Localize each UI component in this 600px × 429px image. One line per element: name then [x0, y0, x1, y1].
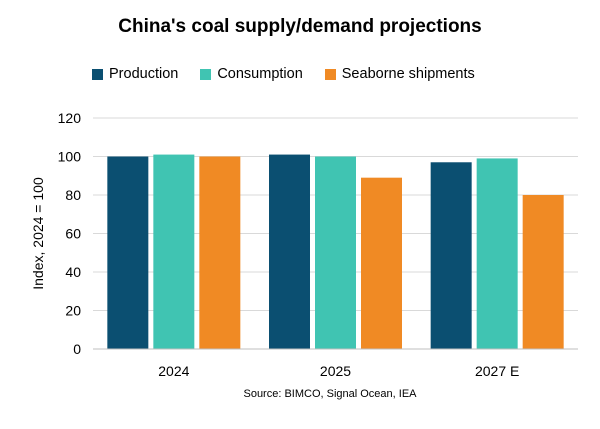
bar-seaborne-shipments-2024 — [199, 156, 241, 349]
x-axis-ticks: 2024 2025 2027 E — [158, 363, 519, 379]
y-tick-label: 20 — [65, 303, 81, 319]
x-tick-label: 2027 E — [475, 363, 519, 379]
legend-label-production: Production — [109, 66, 179, 82]
bar-seaborne-shipments-2027-E — [522, 195, 564, 349]
legend: Production Consumption Seaborne shipment… — [92, 66, 475, 82]
y-tick-label: 80 — [65, 187, 81, 203]
legend-swatch-production — [92, 68, 103, 80]
y-axis-ticks: 0 20 40 60 80 100 120 — [58, 110, 82, 357]
bar-consumption-2025 — [315, 156, 356, 349]
bar-consumption-2024 — [153, 154, 195, 349]
y-tick-label: 40 — [65, 264, 81, 280]
bar-production-2027-E — [430, 162, 472, 349]
x-tick-label: 2024 — [158, 363, 189, 379]
bars — [107, 154, 564, 349]
chart-title: China's coal supply/demand projections — [118, 16, 482, 37]
bar-production-2025 — [269, 154, 310, 349]
y-tick-label: 0 — [73, 341, 81, 357]
x-tick-label: 2025 — [320, 363, 351, 379]
legend-item-production: Production — [92, 66, 178, 82]
legend-item-consumption: Consumption — [200, 66, 303, 82]
legend-label-seaborne: Seaborne shipments — [341, 66, 475, 82]
legend-item-seaborne: Seaborne shipments — [324, 66, 475, 82]
legend-swatch-consumption — [200, 68, 212, 80]
legend-label-consumption: Consumption — [217, 66, 303, 82]
y-tick-label: 120 — [58, 110, 82, 126]
y-axis-label: Index, 2024 = 100 — [30, 177, 46, 290]
bar-seaborne-shipments-2025 — [361, 177, 402, 349]
source-note: Source: BIMCO, Signal Ocean, IEA — [243, 388, 417, 400]
y-tick-label: 60 — [65, 226, 81, 242]
bar-consumption-2027-E — [476, 158, 518, 349]
legend-swatch-seaborne — [324, 68, 336, 80]
y-tick-label: 100 — [58, 149, 82, 165]
bar-production-2024 — [107, 156, 149, 349]
